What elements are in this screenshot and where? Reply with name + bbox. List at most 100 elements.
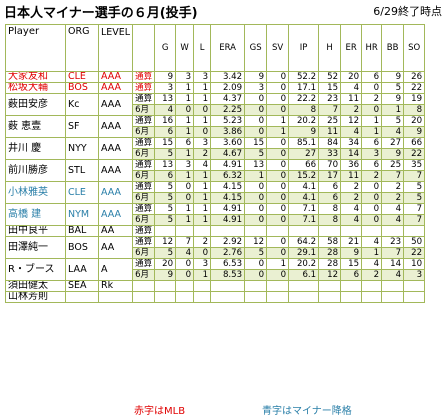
player-name: 山林芳則 xyxy=(5,291,66,303)
stat-cell-sv: 0 xyxy=(266,181,290,193)
stat-cell-ip: 66 xyxy=(288,159,320,171)
stat-cell-w: 0 xyxy=(175,258,195,270)
stat-cell-hr: 4 xyxy=(361,236,383,248)
stat-cell-era: 2.25 xyxy=(210,104,246,116)
stat-cell-l: 2 xyxy=(193,148,212,160)
stat-cell-gs: 0 xyxy=(244,93,268,105)
stat-cell-hr: 6 xyxy=(361,71,383,83)
stat-cell-l: 1 xyxy=(193,170,212,182)
stat-cell-so: 20 xyxy=(403,115,426,127)
header-sv: SV xyxy=(266,24,290,72)
player-org: BOS xyxy=(65,236,99,259)
legend-mlb-note: 赤字はMLB xyxy=(134,406,186,417)
stat-cell-ip: 52.2 xyxy=(288,71,320,83)
stat-cell-er: 6 xyxy=(340,269,363,281)
stat-cell-hr: 0 xyxy=(361,104,383,116)
stat-cell-gs: 0 xyxy=(244,126,268,138)
header-gs: GS xyxy=(244,24,268,72)
table-row: 井川 慶 NYY AAA 通算 15 6 3 3.60 15 0 85.1 84 34 6 27 66 xyxy=(5,137,426,160)
stat-cell-w: 1 xyxy=(175,214,195,226)
stat-cell-g: 13 xyxy=(154,93,177,105)
split-label: 6月 xyxy=(132,269,156,281)
stat-cell-so: 26 xyxy=(403,71,426,83)
stat-cell-er: 21 xyxy=(340,236,363,248)
stat-cell-h: 58 xyxy=(318,236,342,248)
split-label xyxy=(132,291,156,303)
stat-cell-bb: 2 xyxy=(381,192,405,204)
stat-cell-hr: 4 xyxy=(361,258,383,270)
stat-cell-gs: 0 xyxy=(244,181,268,193)
stat-cell-l xyxy=(193,225,212,237)
table-row: 松坂大輔 BOS AAA 通算 3 1 1 2.09 3 0 17.1 15 4 0 5 22 xyxy=(5,82,426,94)
player-name: 大家友和 xyxy=(5,71,66,83)
stat-cell-sv: 0 xyxy=(266,82,290,94)
stat-cell-l: 0 xyxy=(193,126,212,138)
stat-cell-bb: 9 xyxy=(381,71,405,83)
stat-cell-w xyxy=(175,280,195,292)
player-org: NYY xyxy=(65,137,99,160)
stat-cell-h: 52 xyxy=(318,71,342,83)
stat-cell-bb: 4 xyxy=(381,269,405,281)
stat-cell-era: 4.91 xyxy=(210,203,246,215)
stat-cell-h: 23 xyxy=(318,93,342,105)
player-org: NYM xyxy=(65,203,99,226)
stat-cell-er xyxy=(340,225,363,237)
stat-cell-so: 22 xyxy=(403,148,426,160)
stat-cell-sv: 0 xyxy=(266,170,290,182)
stat-cell-h: 70 xyxy=(318,159,342,171)
stat-cell-h xyxy=(318,280,342,292)
stat-cell-er: 4 xyxy=(340,214,363,226)
stat-cell-ip: 64.2 xyxy=(288,236,320,248)
stat-cell-so: 66 xyxy=(403,137,426,149)
stat-cell-so: 8 xyxy=(403,104,426,116)
stat-cell-gs: 0 xyxy=(244,258,268,270)
stat-cell-h: 8 xyxy=(318,214,342,226)
stat-cell-er: 4 xyxy=(340,82,363,94)
split-label: 通算 xyxy=(132,203,156,215)
stat-cell-ip xyxy=(288,225,320,237)
stat-cell-g: 5 xyxy=(154,192,177,204)
player-name: 薮 恵壹 xyxy=(5,115,66,138)
stat-cell-l: 1 xyxy=(193,181,212,193)
stat-cell-er xyxy=(340,291,363,303)
player-level: AA xyxy=(97,225,134,237)
player-org: CLE xyxy=(65,71,99,83)
split-label: 通算 xyxy=(132,258,156,270)
stat-cell-l: 1 xyxy=(193,93,212,105)
stat-cell-er: 15 xyxy=(340,258,363,270)
stat-cell-sv: 0 xyxy=(266,192,290,204)
stat-cell-ip: 17.1 xyxy=(288,82,320,94)
stat-cell-er: 20 xyxy=(340,71,363,83)
player-name: R・ブース xyxy=(5,258,66,281)
header-ip: IP xyxy=(288,24,320,72)
header-hr: HR xyxy=(361,24,383,72)
stat-cell-ip xyxy=(288,291,320,303)
player-org: BOS xyxy=(65,82,99,94)
header-split xyxy=(132,24,156,72)
split-label: 6月 xyxy=(132,104,156,116)
pitching-stats-table: Player ORG LEVEL G W L ERA GS SV IP H ER… xyxy=(5,24,426,303)
player-level xyxy=(97,291,134,303)
stat-cell-hr: 0 xyxy=(361,214,383,226)
stat-cell-era xyxy=(210,291,246,303)
stat-cell-h xyxy=(318,225,342,237)
stat-cell-bb: 14 xyxy=(381,258,405,270)
stat-cell-hr: 0 xyxy=(361,203,383,215)
stat-cell-era: 6.53 xyxy=(210,258,246,270)
stat-cell-w: 1 xyxy=(175,115,195,127)
stat-cell-h xyxy=(318,291,342,303)
stat-cell-gs xyxy=(244,280,268,292)
stat-cell-g: 9 xyxy=(154,71,177,83)
stat-cell-er: 9 xyxy=(340,247,363,259)
stat-cell-era xyxy=(210,225,246,237)
stat-cell-sv: 1 xyxy=(266,126,290,138)
stat-cell-h: 84 xyxy=(318,137,342,149)
stat-cell-sv: 0 xyxy=(266,247,290,259)
stat-cell-w: 1 xyxy=(175,126,195,138)
stat-cell-so: 9 xyxy=(403,126,426,138)
stat-cell-er: 14 xyxy=(340,148,363,160)
stat-cell-er: 34 xyxy=(340,137,363,149)
legend-minor-note: 青字はマイナー降格 xyxy=(262,406,352,417)
split-label: 6月 xyxy=(132,170,156,182)
player-org: SF xyxy=(65,115,99,138)
